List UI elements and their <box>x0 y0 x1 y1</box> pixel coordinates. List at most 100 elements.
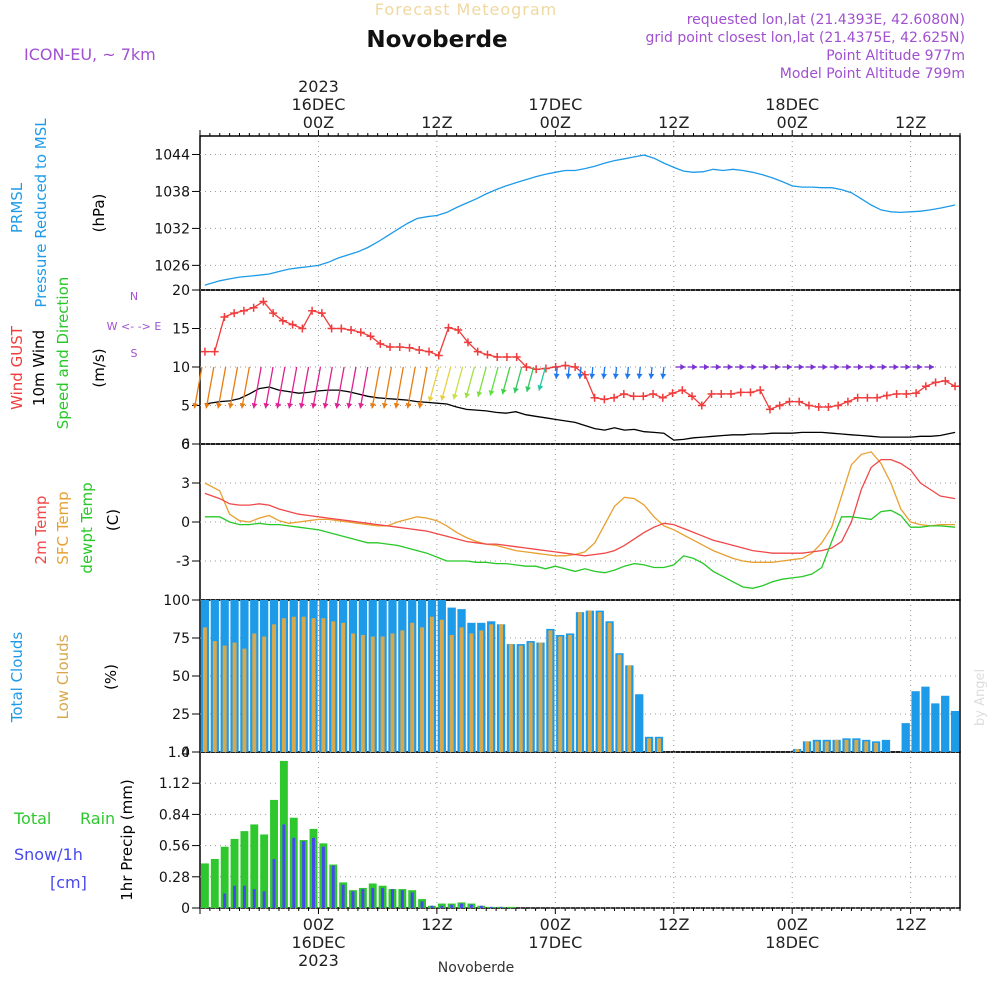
ytick-label-wind: 15 <box>172 322 190 338</box>
gust-point <box>610 393 619 402</box>
bottom-time-label: 17DEC <box>528 933 582 952</box>
gust-point <box>736 388 745 397</box>
dewpt-line <box>204 509 956 589</box>
snow-bar <box>242 885 246 908</box>
snow-bar <box>292 837 296 908</box>
point-altitude: Point Altitude 977m <box>826 48 965 64</box>
gust-point <box>843 397 852 406</box>
ytick-label-precip: 0.56 <box>159 839 190 855</box>
gust-point <box>473 347 482 356</box>
gust-point <box>727 389 735 398</box>
snow-bar <box>321 846 325 908</box>
ytick-label-pressure: 1032 <box>154 221 190 237</box>
bottom-time-label: 12Z <box>421 915 452 934</box>
wind-barb-head <box>417 402 424 409</box>
ytick-label-clouds: 75 <box>172 631 190 647</box>
gust-point <box>249 303 258 312</box>
gust-point <box>308 306 317 315</box>
wind-barb-head <box>227 402 234 409</box>
low-cloud-bar <box>587 610 592 752</box>
gust-point <box>746 388 755 397</box>
low-cloud-bar <box>202 627 207 752</box>
gust-point <box>230 309 239 318</box>
wind-barb-head <box>589 373 596 379</box>
snow-bar <box>450 904 454 908</box>
wind-barb-head <box>810 364 816 370</box>
wind-barb-head <box>680 364 686 370</box>
total-cloud-bar <box>635 694 644 752</box>
low-cloud-bar <box>834 739 839 752</box>
gust-point <box>288 320 297 329</box>
wind-barb-head <box>858 364 864 370</box>
gust-point <box>853 393 862 402</box>
wind-barb <box>335 366 345 409</box>
top-time-label: 2023 <box>298 77 339 96</box>
low-cloud-bar <box>380 636 385 752</box>
wind-barb <box>440 366 452 401</box>
low-cloud-bar <box>647 738 652 752</box>
total-cloud-bar <box>901 723 910 752</box>
clouds-label-total: Total Clouds <box>8 632 26 724</box>
low-cloud-bar <box>341 622 346 752</box>
ytick-label-clouds: 50 <box>172 669 190 685</box>
low-cloud-bar <box>242 648 247 752</box>
gust-point <box>298 324 307 333</box>
wind-barb-head <box>370 402 376 409</box>
gust-point <box>873 393 882 402</box>
wind-barb <box>324 366 333 409</box>
gust-point <box>804 401 813 410</box>
gust-point <box>785 397 794 406</box>
snow-bar <box>312 837 315 908</box>
gust-point <box>882 391 891 400</box>
top-time-label: 00Z <box>777 113 808 132</box>
total-cloud-bar <box>931 703 940 752</box>
ytick-label-pressure: 1026 <box>154 258 190 274</box>
wind-barb <box>371 366 381 409</box>
bottom-time-label: 12Z <box>895 915 926 934</box>
snow-bar <box>479 905 483 908</box>
gust-point <box>668 389 677 398</box>
low-cloud-bar <box>311 618 316 752</box>
location-title: Novoberde <box>366 27 507 53</box>
gust-point <box>931 378 940 387</box>
gust-point <box>795 397 804 406</box>
wind-barb <box>205 366 215 409</box>
gust-point <box>386 342 395 351</box>
wind-barb-head <box>786 364 792 370</box>
rain-bar <box>200 863 209 908</box>
temp-unit: (C) <box>104 509 122 531</box>
wind-barb <box>193 366 203 409</box>
bottom-time-label: 16DEC <box>291 933 345 952</box>
wind-barb-head <box>660 373 667 379</box>
low-cloud-bar <box>390 633 395 752</box>
low-cloud-bar <box>508 644 513 752</box>
precip-label-cm: [cm] <box>50 873 87 892</box>
wind-barb <box>395 366 404 409</box>
wind-barb <box>229 366 239 409</box>
wind-barb-head <box>405 402 412 409</box>
low-cloud-bar <box>360 634 365 752</box>
ytick-label-temp: -3 <box>176 554 190 570</box>
gust-point <box>502 352 511 361</box>
low-cloud-bar <box>469 633 474 752</box>
wind-barb-head <box>275 402 282 409</box>
wind-barb-head <box>464 392 471 399</box>
snow-bar <box>460 903 464 908</box>
bottom-time-label: 12Z <box>658 915 689 934</box>
wind-barb-head <box>192 402 199 409</box>
wind-barb-head <box>798 364 804 370</box>
gust-point <box>405 343 414 352</box>
snow-bar <box>430 905 434 908</box>
snow-bar <box>381 887 385 908</box>
low-cloud-bar <box>489 624 494 752</box>
ytick-label-clouds: 100 <box>163 593 190 609</box>
model-label: ICON-EU, ~ 7km <box>24 45 156 64</box>
gust-point <box>200 347 209 356</box>
wind-barb-head <box>601 373 607 379</box>
wind-speed-line <box>204 386 956 441</box>
wind-barb-head <box>346 402 353 409</box>
wind-barb-head <box>393 402 400 409</box>
low-cloud-bar <box>291 616 296 752</box>
snow-bar <box>499 906 503 908</box>
